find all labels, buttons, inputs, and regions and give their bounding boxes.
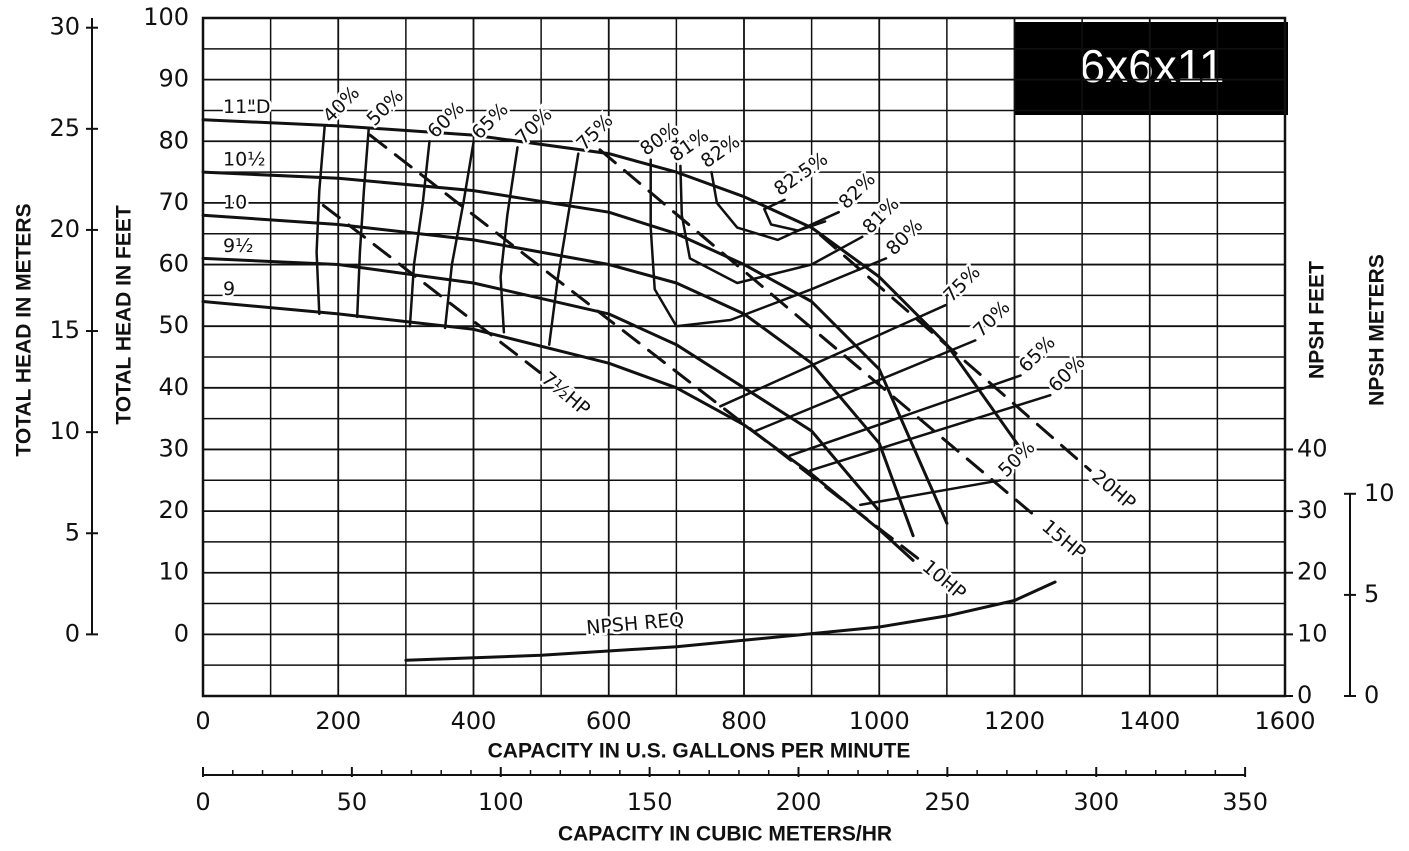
y-tick-label: 80 (158, 126, 189, 154)
y2-tick-label: 30 (1297, 496, 1328, 524)
x2-tick-label: 150 (627, 788, 673, 816)
efficiency-curve (859, 479, 1002, 507)
x-tick-label: 800 (721, 707, 767, 735)
hp-label: 7½HP (537, 368, 594, 421)
efficiency-curve (679, 164, 864, 285)
y3-tick-label: 5 (1364, 580, 1379, 608)
y3-axis-label: NPSH METERS (1366, 254, 1389, 406)
diameter-label: 9½ (223, 235, 254, 257)
x-tick-label: 1600 (1254, 707, 1315, 735)
y3-tick-label: 0 (1364, 681, 1379, 709)
x-tick-label: 200 (315, 707, 361, 735)
y-tick-label: 60 (158, 250, 189, 278)
x-tick-label: 0 (195, 707, 210, 735)
y2-tick-label: 20 (1297, 558, 1328, 586)
diameter-label: 11"D (223, 96, 271, 118)
hp-line (321, 203, 542, 374)
efficiency-curve (788, 374, 1022, 457)
diameter-label: 9 (223, 278, 235, 300)
x2-tick-label: 50 (337, 788, 368, 816)
y-tick-label: 15 (49, 316, 80, 344)
y2-tick-label: 40 (1297, 434, 1328, 462)
y-tick-label: 100 (143, 3, 189, 31)
x-tick-label: 1200 (984, 707, 1045, 735)
efficiency-curve (315, 124, 326, 316)
x2-tick-label: 0 (195, 788, 210, 816)
hp-line (818, 233, 1092, 472)
y-tick-label: 20 (158, 496, 189, 524)
efficiency-curve (355, 127, 370, 319)
x2-axis-label: CAPACITY IN CUBIC METERS/HR (558, 823, 892, 846)
efficiency-curve (499, 146, 519, 334)
efficiency-label: 50% (363, 85, 408, 130)
efficiency-label: 65% (1014, 331, 1059, 376)
y-tick-label: 0 (65, 619, 80, 647)
head-curve (201, 256, 881, 513)
y-tick-label: 30 (49, 13, 80, 41)
head-curve (201, 213, 915, 538)
plot-frame (201, 16, 1287, 698)
head-curve (201, 300, 915, 562)
x-axis-label: CAPACITY IN U.S. GALLONS PER MINUTE (488, 740, 911, 763)
efficiency-label: 70% (969, 296, 1014, 341)
efficiency-label: 60% (423, 97, 468, 142)
hp-label: 10HP (918, 556, 970, 605)
efficiency-label: 82.5% (770, 148, 832, 201)
efficiency-curve (547, 152, 580, 346)
x2-tick-label: 100 (478, 788, 524, 816)
efficiency-curve (408, 140, 431, 328)
y2-tick-label: 0 (1297, 681, 1312, 709)
chart-title: 6x6x11 (1080, 40, 1225, 92)
title-box (1015, 22, 1288, 115)
hp-line (368, 133, 922, 562)
head-curve (201, 118, 1023, 451)
efficiency-label: 40% (319, 82, 364, 127)
head-curve (201, 170, 949, 525)
y-tick-label: 5 (65, 518, 80, 546)
x-tick-label: 400 (451, 707, 497, 735)
y-tick-label: 50 (158, 311, 189, 339)
npsh-curve (404, 580, 1057, 662)
efficiency-curve (763, 198, 827, 232)
x-tick-label: 1400 (1119, 707, 1180, 735)
x2-tick-label: 200 (776, 788, 822, 816)
y-tick-label: 25 (49, 114, 80, 142)
y-tick-label: 20 (49, 215, 80, 243)
x-tick-label: 600 (586, 707, 632, 735)
efficiency-curve (649, 158, 888, 328)
y-tick-label: 70 (158, 188, 189, 216)
hp-line (598, 148, 1042, 522)
efficiency-curve (443, 141, 475, 330)
hp-label: 20HP (1087, 466, 1139, 515)
y-tick-label: 0 (174, 619, 189, 647)
y2-axis-label: NPSH FEET (1306, 261, 1329, 379)
y-tick-label: 30 (158, 434, 189, 462)
efficiency-curve (719, 303, 947, 408)
y-axis-label: TOTAL HEAD IN METERS (13, 203, 36, 456)
y-tick-label: 40 (158, 373, 189, 401)
y-tick-label: 10 (158, 558, 189, 586)
y-tick-label: 10 (49, 417, 80, 445)
diameter-label: 10 (223, 192, 247, 214)
efficiency-curve (809, 393, 1052, 472)
efficiency-label: 50% (994, 436, 1039, 481)
y-axis-label: TOTAL HEAD IN FEET (113, 205, 136, 425)
y-tick-label: 90 (158, 65, 189, 93)
y3-tick-label: 10 (1364, 479, 1395, 507)
efficiency-curve (754, 339, 977, 433)
x2-tick-label: 300 (1073, 788, 1119, 816)
x2-tick-label: 250 (924, 788, 970, 816)
diameter-label: 10½ (223, 149, 266, 171)
x-tick-label: 1000 (849, 707, 910, 735)
y2-tick-label: 10 (1297, 619, 1328, 647)
x2-tick-label: 350 (1222, 788, 1268, 816)
